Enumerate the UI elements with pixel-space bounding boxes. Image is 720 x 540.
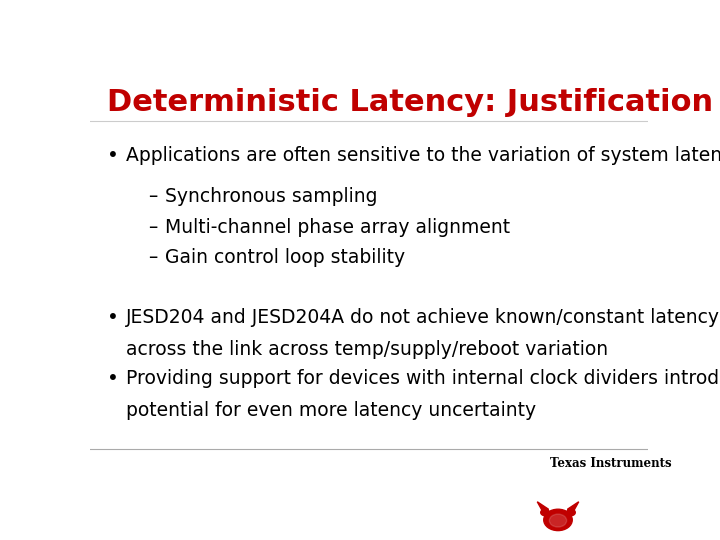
Polygon shape (567, 502, 579, 514)
Text: Texas Instruments: Texas Instruments (550, 457, 672, 470)
Text: –: – (148, 187, 158, 206)
Text: Multi-channel phase array alignment: Multi-channel phase array alignment (166, 218, 510, 237)
Text: JESD204 and JESD204A do not achieve known/constant latency: JESD204 and JESD204A do not achieve know… (126, 308, 720, 327)
Text: •: • (107, 369, 119, 388)
Text: Applications are often sensitive to the variation of system latency: Applications are often sensitive to the … (126, 146, 720, 165)
Text: Providing support for devices with internal clock dividers introduces: Providing support for devices with inter… (126, 369, 720, 388)
Text: •: • (107, 146, 119, 165)
Text: •: • (107, 308, 119, 327)
Text: Gain control loop stability: Gain control loop stability (166, 248, 405, 267)
Text: –: – (148, 218, 158, 237)
Text: Deterministic Latency: Justification: Deterministic Latency: Justification (107, 87, 713, 117)
Circle shape (567, 509, 575, 516)
Text: –: – (148, 248, 158, 267)
Text: across the link across temp/supply/reboot variation: across the link across temp/supply/reboo… (126, 340, 608, 359)
Circle shape (541, 509, 549, 516)
Polygon shape (537, 502, 549, 514)
Circle shape (544, 509, 572, 531)
Text: potential for even more latency uncertainty: potential for even more latency uncertai… (126, 401, 536, 420)
Circle shape (549, 514, 567, 527)
Text: Synchronous sampling: Synchronous sampling (166, 187, 378, 206)
